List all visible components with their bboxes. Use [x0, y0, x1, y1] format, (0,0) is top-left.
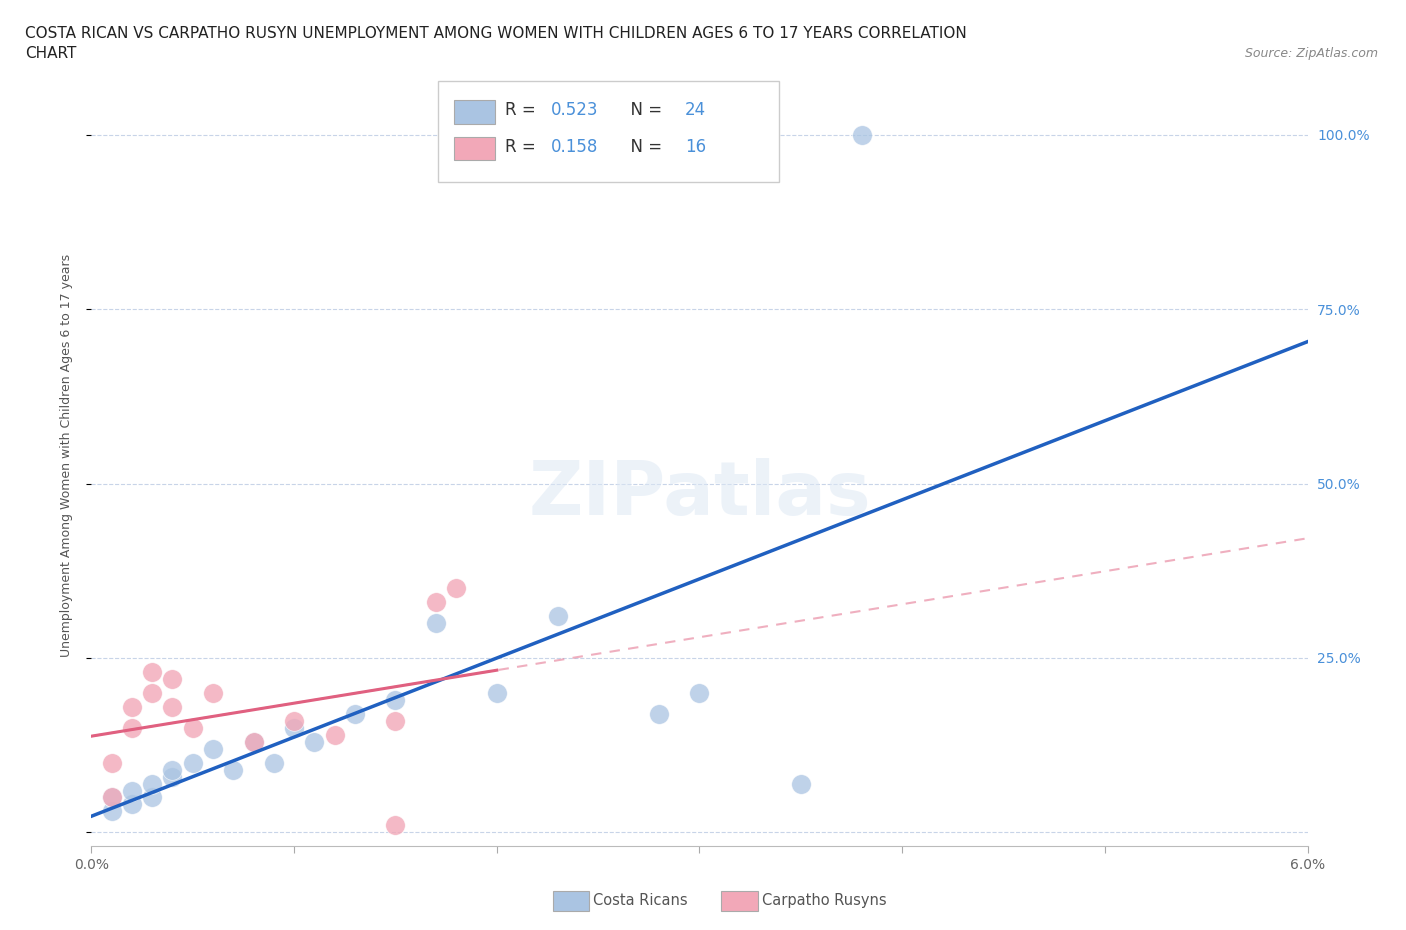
- Text: 0.523: 0.523: [551, 101, 599, 119]
- FancyBboxPatch shape: [454, 100, 495, 124]
- Point: [222, 763, 245, 777]
- Point: [141, 790, 163, 805]
- Point: [485, 685, 508, 700]
- Point: [141, 685, 163, 700]
- Point: [202, 685, 225, 700]
- Point: [181, 721, 204, 736]
- Text: CHART: CHART: [25, 46, 77, 61]
- Y-axis label: Unemployment Among Women with Children Ages 6 to 17 years: Unemployment Among Women with Children A…: [60, 254, 73, 658]
- Point: [162, 699, 184, 714]
- Text: ZIPatlas: ZIPatlas: [529, 458, 870, 531]
- Point: [384, 713, 406, 728]
- FancyBboxPatch shape: [454, 137, 495, 160]
- Text: Carpatho Rusyns: Carpatho Rusyns: [762, 893, 887, 908]
- Point: [851, 127, 873, 142]
- Point: [162, 763, 184, 777]
- Point: [283, 713, 305, 728]
- Point: [688, 685, 710, 700]
- Text: R =: R =: [505, 101, 541, 119]
- Point: [121, 783, 143, 798]
- Point: [790, 776, 813, 790]
- Point: [100, 755, 122, 770]
- Point: [121, 721, 143, 736]
- Point: [162, 671, 184, 686]
- Point: [121, 797, 143, 812]
- Text: 24: 24: [685, 101, 706, 119]
- Point: [343, 707, 366, 722]
- Text: R =: R =: [505, 139, 541, 156]
- Point: [121, 699, 143, 714]
- Point: [425, 616, 447, 631]
- Point: [100, 804, 122, 819]
- Point: [425, 595, 447, 610]
- Point: [547, 609, 569, 624]
- Point: [384, 692, 406, 708]
- Point: [304, 735, 326, 750]
- Text: N =: N =: [620, 139, 668, 156]
- Text: N =: N =: [620, 101, 668, 119]
- Point: [323, 727, 346, 742]
- Point: [100, 790, 122, 805]
- Point: [141, 665, 163, 680]
- Text: 16: 16: [685, 139, 706, 156]
- Point: [648, 707, 671, 722]
- Point: [202, 741, 225, 756]
- Point: [384, 818, 406, 833]
- Point: [444, 580, 467, 596]
- Text: Costa Ricans: Costa Ricans: [593, 893, 688, 908]
- Point: [162, 769, 184, 784]
- Point: [242, 735, 264, 750]
- Point: [242, 735, 264, 750]
- Text: Source: ZipAtlas.com: Source: ZipAtlas.com: [1244, 46, 1378, 60]
- Text: 0.158: 0.158: [551, 139, 599, 156]
- Point: [263, 755, 285, 770]
- Point: [141, 776, 163, 790]
- Point: [181, 755, 204, 770]
- Point: [283, 721, 305, 736]
- FancyBboxPatch shape: [439, 81, 779, 182]
- Point: [100, 790, 122, 805]
- Text: COSTA RICAN VS CARPATHO RUSYN UNEMPLOYMENT AMONG WOMEN WITH CHILDREN AGES 6 TO 1: COSTA RICAN VS CARPATHO RUSYN UNEMPLOYME…: [25, 26, 967, 41]
